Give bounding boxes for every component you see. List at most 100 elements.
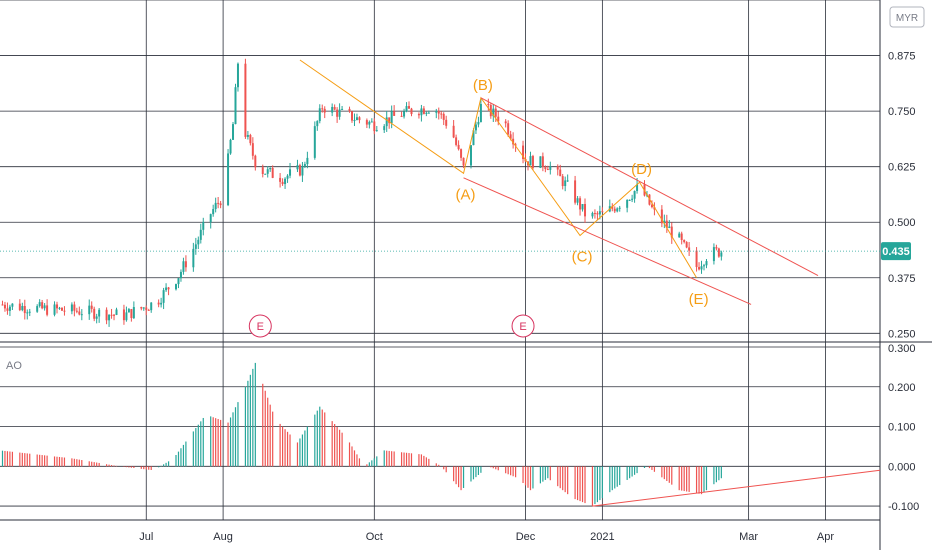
candle-body <box>680 233 683 240</box>
candle-body <box>165 287 168 291</box>
wave-label: (C) <box>572 249 593 266</box>
candle-body <box>618 207 621 209</box>
candle-body <box>271 167 274 178</box>
candle-body <box>353 120 356 122</box>
candle-body <box>390 111 393 124</box>
earnings-event-icon <box>511 314 535 338</box>
candle-body <box>323 108 326 113</box>
candle-body <box>338 109 341 117</box>
candle-body <box>504 121 507 124</box>
candle-body <box>613 208 616 212</box>
candle-body <box>199 229 202 240</box>
candle-body <box>264 173 267 175</box>
candle-body <box>598 211 601 215</box>
candle-body <box>244 63 247 137</box>
candle-body <box>393 111 396 116</box>
candle-body <box>251 143 254 156</box>
candle-body <box>539 156 542 168</box>
candle-body <box>303 164 306 166</box>
time-tick-label: Apr <box>817 531 834 543</box>
candle-body <box>698 267 701 270</box>
candle-body <box>115 309 118 315</box>
candle-body <box>579 198 582 210</box>
candle-body <box>512 138 515 145</box>
candle-body <box>497 116 500 122</box>
candle-body <box>254 155 257 168</box>
candle-body <box>492 108 495 117</box>
candle-body <box>559 169 562 177</box>
candle-body <box>214 202 217 210</box>
time-tick-label: Mar <box>739 531 758 543</box>
wave-label: (B) <box>473 77 493 94</box>
candle-body <box>162 290 165 303</box>
candle-body <box>593 213 596 215</box>
candle-body <box>78 311 81 315</box>
candle-body <box>489 104 492 117</box>
currency-badge[interactable]: MYR <box>889 6 925 28</box>
candle-body <box>351 111 353 121</box>
candle-body <box>410 108 413 115</box>
price-tick-label: 0.500 <box>888 217 916 229</box>
candle-body <box>417 114 420 116</box>
candle-body <box>601 211 604 213</box>
candle-body <box>281 181 284 185</box>
candle-body <box>98 309 101 317</box>
candle-body <box>670 226 673 238</box>
candle-body <box>145 307 148 310</box>
candle-body <box>194 244 197 249</box>
wave-label: (A) <box>456 186 476 203</box>
candle-body <box>266 169 269 174</box>
candle-body <box>678 233 681 238</box>
candle-body <box>529 156 532 166</box>
candle-body <box>289 169 292 176</box>
candle-body <box>63 310 66 312</box>
candle-body <box>56 304 59 309</box>
candle-body <box>703 265 705 267</box>
candle-body <box>261 167 264 174</box>
candle-body <box>425 112 428 114</box>
wave-label: (E) <box>689 291 709 308</box>
ao-indicator-label[interactable]: AO <box>6 360 22 372</box>
candle-body <box>177 278 180 285</box>
price-tick-label: 0.750 <box>888 106 916 118</box>
candle-body <box>705 261 708 266</box>
candle-body <box>556 166 559 170</box>
earnings-event-label: E <box>519 321 526 333</box>
candle-body <box>21 305 24 311</box>
candle-body <box>150 302 153 311</box>
candle-body <box>581 204 584 210</box>
candle-body <box>80 314 83 316</box>
candle-body <box>284 178 287 185</box>
candle-body <box>202 222 205 230</box>
candle-body <box>73 304 76 311</box>
candle-body <box>93 308 96 319</box>
candle-body <box>474 124 477 131</box>
candle-body <box>660 209 663 224</box>
ao-tick-label: 0.200 <box>888 382 916 394</box>
candle-body <box>26 312 29 314</box>
candle-body <box>179 271 182 279</box>
candle-body <box>333 106 336 110</box>
candle-body <box>125 312 128 321</box>
candle-body <box>212 209 215 215</box>
ao-tick-label: -0.100 <box>888 501 919 513</box>
time-tick-label: Aug <box>213 531 233 543</box>
candle-body <box>127 309 130 313</box>
candle-body <box>6 308 9 311</box>
candle-body <box>688 247 691 251</box>
candle-body <box>472 130 475 146</box>
candle-body <box>197 239 200 245</box>
price-tick-label: 0.625 <box>888 162 916 174</box>
candle-body <box>41 302 44 309</box>
candle-body <box>531 156 534 168</box>
candle-body <box>695 250 698 268</box>
candle-body <box>469 145 472 166</box>
ao-histogram <box>1 362 722 507</box>
candle-body <box>355 117 358 121</box>
candle-body <box>70 304 73 312</box>
candle-body <box>316 121 319 127</box>
candle-body <box>576 198 579 203</box>
candle-body <box>147 309 150 311</box>
candle-body <box>665 220 668 229</box>
